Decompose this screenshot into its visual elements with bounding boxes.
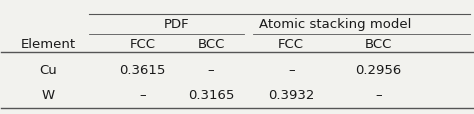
- Text: –: –: [208, 64, 214, 77]
- Text: Element: Element: [21, 37, 76, 50]
- Text: BCC: BCC: [197, 37, 225, 50]
- Text: 0.2956: 0.2956: [355, 64, 401, 77]
- Text: BCC: BCC: [365, 37, 392, 50]
- Text: FCC: FCC: [130, 37, 156, 50]
- Text: –: –: [288, 64, 294, 77]
- Text: Atomic stacking model: Atomic stacking model: [259, 18, 411, 31]
- Text: 0.3615: 0.3615: [119, 64, 166, 77]
- Text: W: W: [42, 88, 55, 101]
- Text: PDF: PDF: [164, 18, 190, 31]
- Text: 0.3165: 0.3165: [188, 88, 234, 101]
- Text: FCC: FCC: [278, 37, 304, 50]
- Text: –: –: [375, 88, 382, 101]
- Text: –: –: [139, 88, 146, 101]
- Text: Cu: Cu: [40, 64, 57, 77]
- Text: 0.3932: 0.3932: [268, 88, 314, 101]
